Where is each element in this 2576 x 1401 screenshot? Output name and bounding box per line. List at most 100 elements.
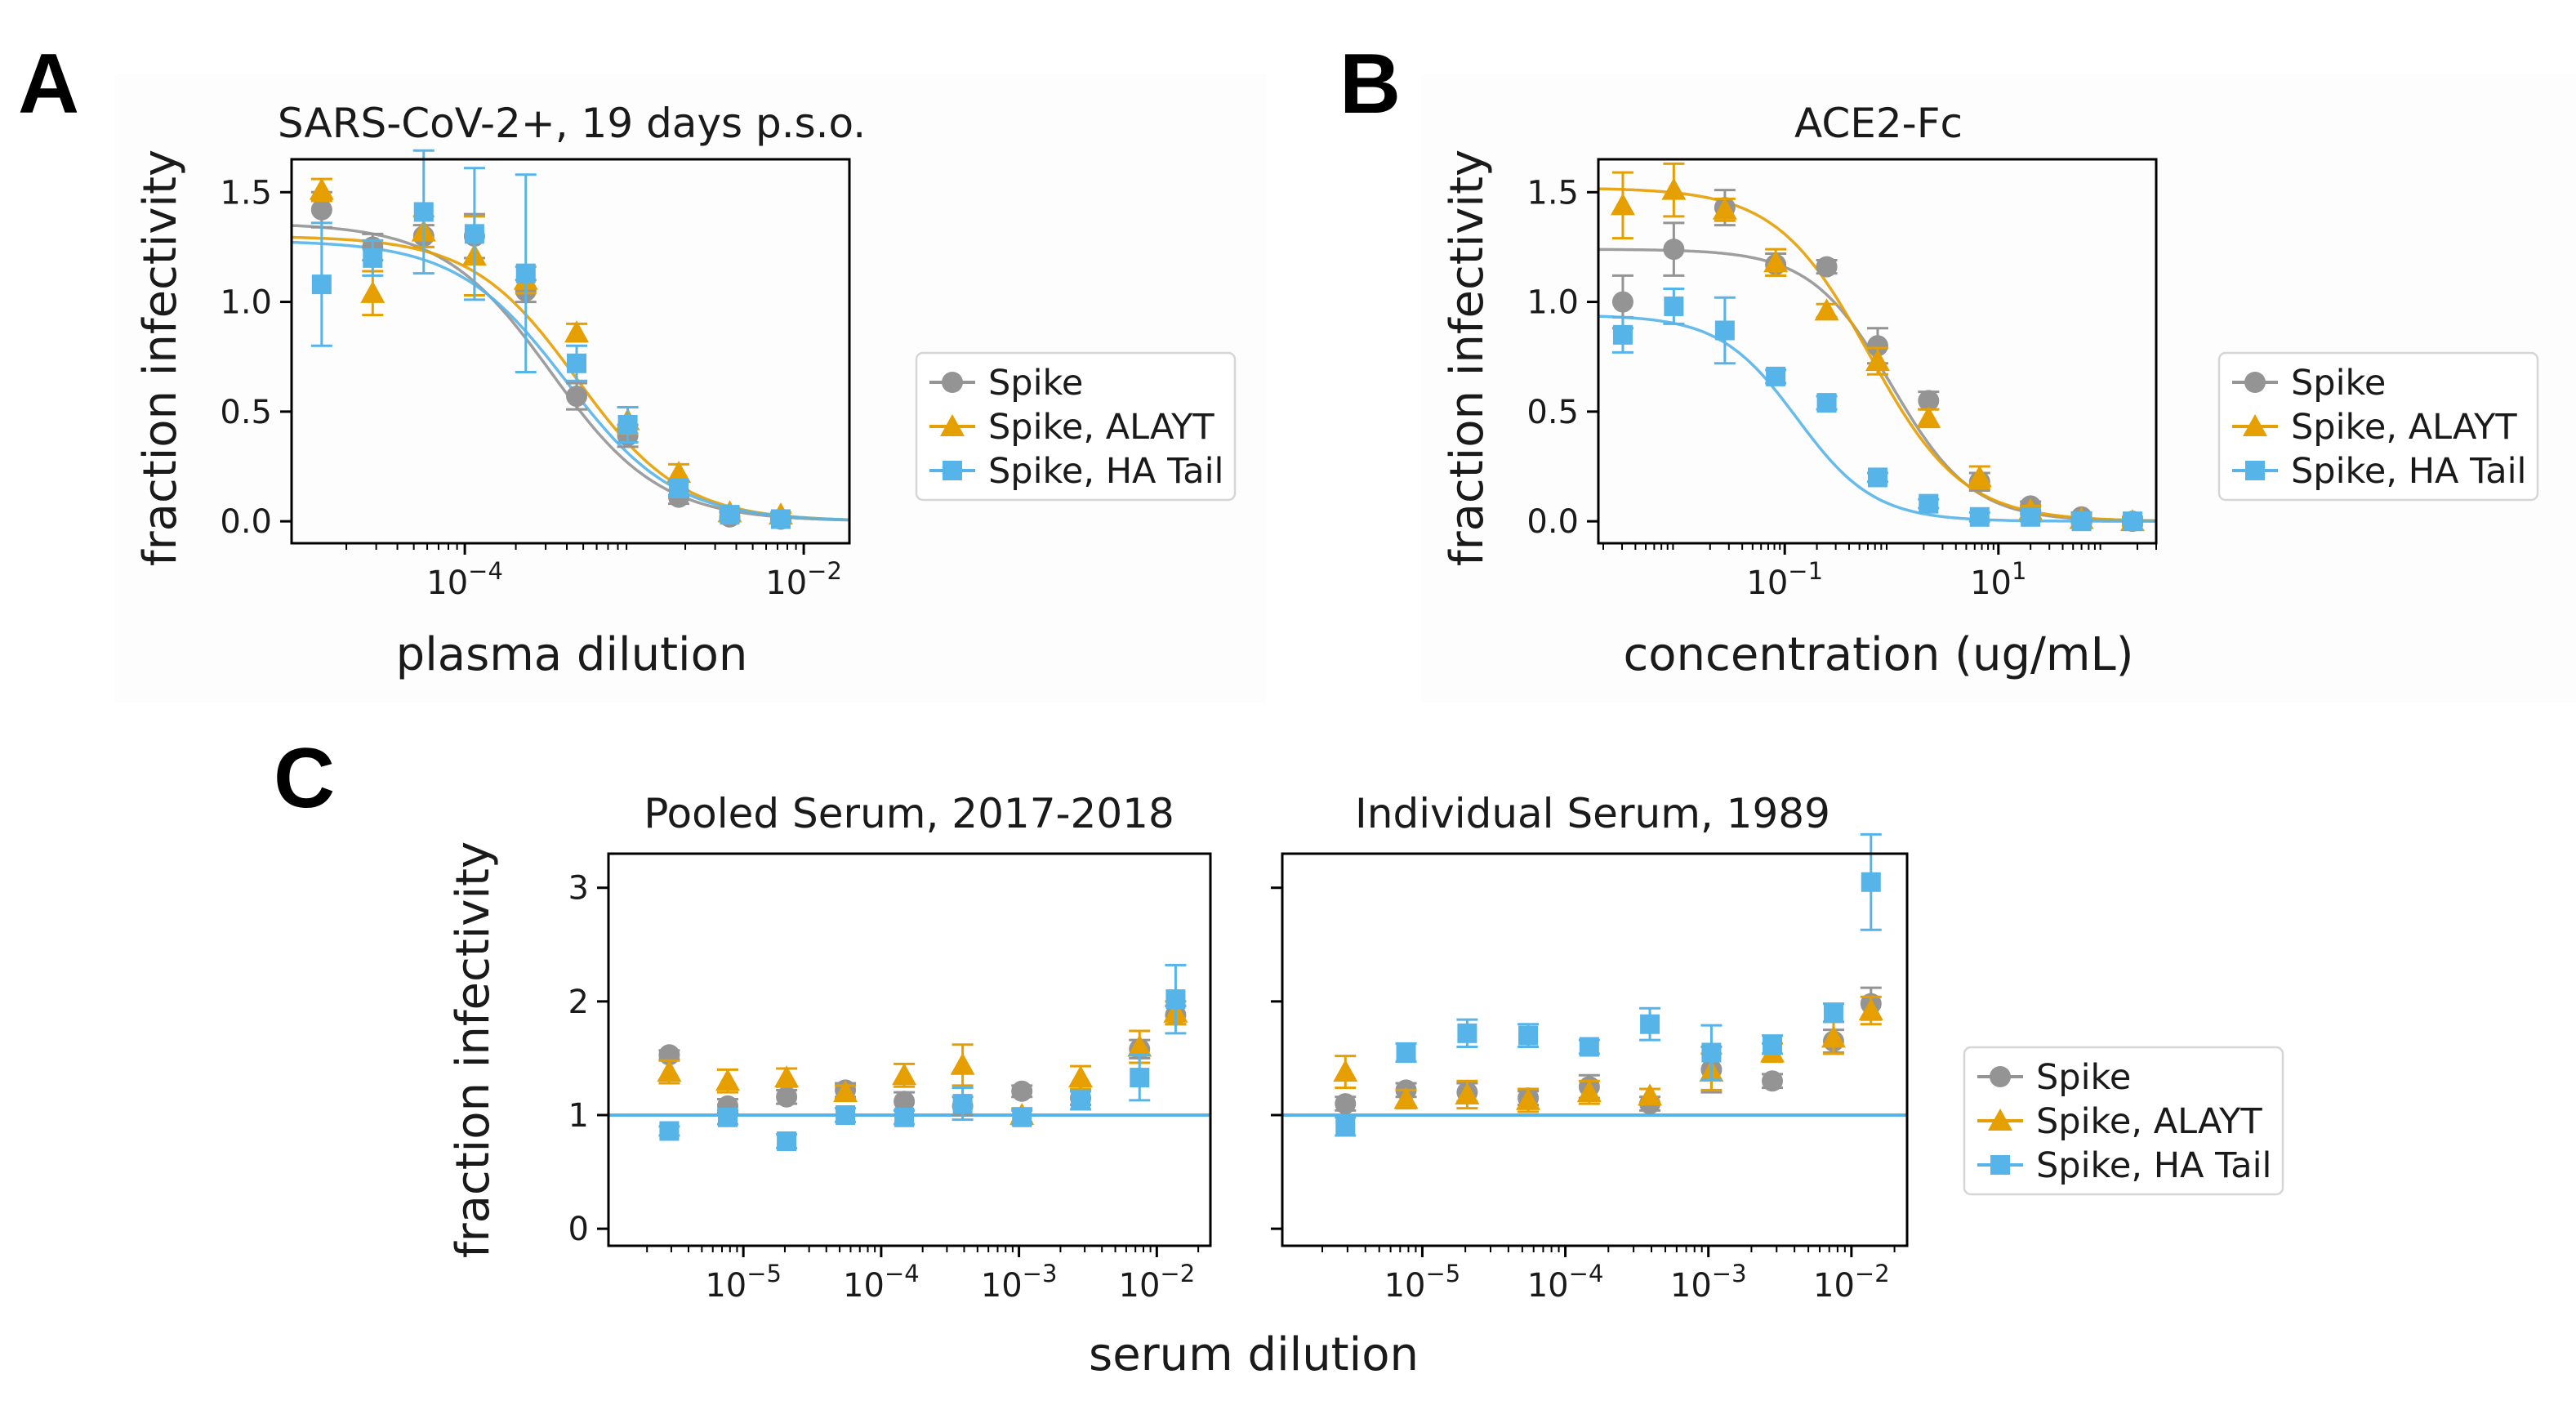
panel-c-left-point [1012,1107,1032,1127]
panel-a-legend-label: Spike [988,363,1083,404]
panel-b-point [1865,349,1890,372]
panel-c-legend-label: Spike, ALAYT [2036,1101,2262,1142]
panel-a-point [515,263,536,283]
panel-a-ytick-label: 0.5 [220,394,272,431]
panel-c-right-title: Individual Serum, 1989 [1355,790,1830,837]
panel-c-left-point [774,1065,800,1088]
panel-c-right-point [1333,1060,1358,1082]
panel-a-xtick-label: 10−4 [426,557,503,602]
panel-c-left-point [892,1063,917,1086]
panel-c-left-point [1011,1080,1033,1102]
panel-c-right-point [1455,1082,1480,1104]
panel-b-frame [1597,158,2158,545]
panel-b-point [1763,250,1789,273]
panel-a-legend-box [915,351,1237,502]
panel-b-ytick-label: 0.5 [1526,394,1579,431]
panel-c-left-ytick-label: 3 [568,870,589,908]
panel-b-point [2122,511,2142,532]
panel-b-point [1766,366,1786,386]
panel-a-point [310,199,332,221]
panel-c-left-point [894,1107,915,1127]
panel-b-legend-label: Spike, HA Tail [2291,451,2527,492]
panel-c-right-point [1640,1014,1660,1034]
panel-b-legend-marker [2243,414,2267,436]
panel-a-point [360,280,386,303]
panel-c-ylabel: fraction infectivity [447,841,500,1258]
panel-b-xtick-label: 10−1 [1746,557,1823,602]
panel-c-letter: C [274,731,335,826]
panel-b-xlabel: concentration (ug/mL) [1624,628,2134,681]
panel-b-point [1714,320,1735,341]
panel-a-point [464,224,484,244]
panel-c-left-point [833,1080,858,1103]
panel-b-point [1967,465,1992,488]
panel-c-right-xtick-label: 10−5 [1384,1260,1461,1305]
panel-b-point [1611,291,1633,313]
panel-b-point [1866,335,1888,357]
panel-c-left-xtick-label: 10−2 [1119,1260,1196,1305]
panel-c-right-point [1861,872,1881,892]
panel-a-title: SARS-CoV-2+, 19 days p.s.o. [278,100,866,147]
panel-c-left-point [1165,989,1186,1010]
panel-c-legend-marker [1988,1109,2012,1131]
panel-c-right-point [1701,1042,1722,1063]
panel-a-letter: A [18,37,79,132]
panel-c-left-point [659,1121,680,1141]
panel-c-legend-marker [1990,1066,2011,1087]
panel-c-right-point [1821,1025,1846,1048]
panel-a-legend-marker [943,461,962,480]
panel-b-ytick-label: 0.0 [1526,503,1579,541]
panel-a-legend-label: Spike, HA Tail [988,451,1224,492]
panel-a-fit-curve-2 [292,240,849,522]
panel-b-point [1816,256,1838,278]
panel-c-right-point [1576,1080,1602,1103]
panel-a-plot: 0.0 0.5 1.0 1.5 10−4 10−2 [220,149,851,602]
panel-a-point [566,386,588,408]
panel-b-ylabel: fraction infectivity [1441,149,1494,566]
panel-b-ytick-label: 1.5 [1526,174,1579,212]
panel-b-point [1610,193,1635,216]
panel-c-right-xtick-label: 10−3 [1670,1260,1747,1305]
panel-c-left-point [776,1086,798,1108]
panel-c-right-xtick-label: 10−2 [1813,1260,1890,1305]
panel-c-left-point [950,1052,975,1075]
panel-c-left-point [718,1107,738,1127]
panel-b-xtick-label: 101 [1970,557,2026,602]
panel-a-point [363,248,383,268]
panel-c-right-series-0 [1335,986,1882,1115]
panel-c-left-point [1130,1068,1150,1088]
panel-c-right-point [1763,1034,1783,1055]
panel-a-legend-marker [942,372,963,393]
panel-b-plot: 0.0 0.5 1.0 1.5 10−1 101 [1526,158,2158,602]
panel-a-point [311,274,332,295]
panel-a-ytick-label: 1.0 [220,284,272,322]
panel-c-right-point [1638,1083,1663,1106]
panel-c-right-point [1335,1116,1356,1136]
panel-c-right-point [1457,1023,1477,1043]
panel-c-left-series-2 [658,963,1187,1151]
panel-c-left-point [777,1131,797,1151]
panel-c-right-point [1516,1087,1541,1110]
panel-a-frame [290,158,851,545]
panel-a-point [617,414,638,435]
panel-b-point [1612,324,1633,345]
panel-b-legend-label: Spike [2291,363,2386,404]
panel-b-ytick-label: 1.0 [1526,284,1579,322]
panel-c-left-point [1071,1090,1091,1110]
panel-a-point [564,320,590,343]
panel-b-point [1663,239,1685,261]
panel-b-legend-marker [2244,372,2266,393]
panel-a-series-2 [310,149,791,529]
panel-c-right-xtick-label: 10−4 [1527,1260,1604,1305]
panel-a-point [669,478,689,498]
panel-a-point [413,202,434,222]
panel-c-right-frame [1281,852,1909,1247]
panel-b-series-2 [1611,287,2143,532]
panel-b-fit-curve-2 [1598,315,2156,523]
panel-c-left-point [715,1069,741,1091]
panel-b-point [1918,390,1940,412]
panel-a-point [567,353,587,373]
panel-c-legend-box [1963,1046,2284,1196]
